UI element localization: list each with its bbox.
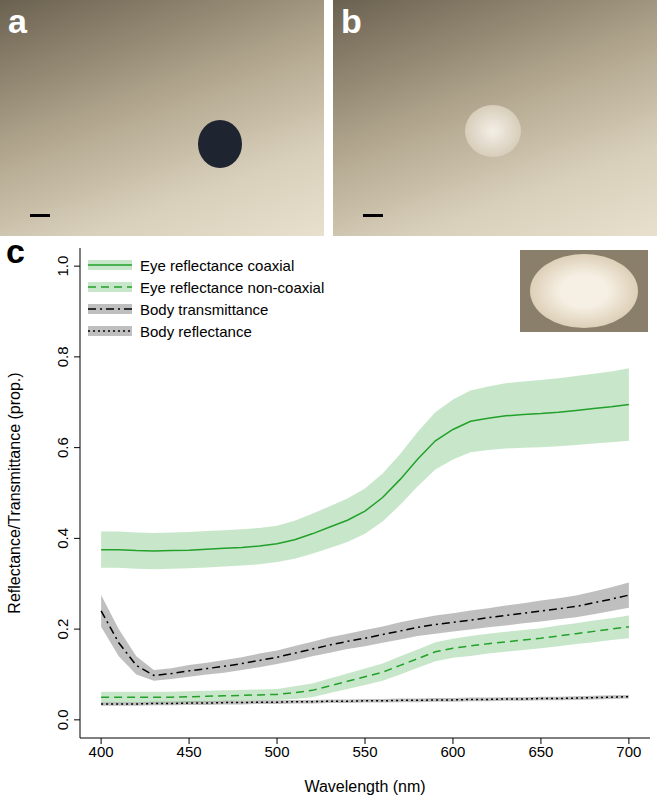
html-text:b: b [341, 2, 362, 40]
html-text:Eye reflectance coaxial: Eye reflectance coaxial [140, 256, 295, 274]
svg-text:0.6: 0.6 [54, 437, 71, 458]
svg-text:0.2: 0.2 [54, 619, 71, 640]
svg-text:400: 400 [89, 743, 114, 760]
svg-text:550: 550 [352, 743, 377, 760]
svg-text:0.0: 0.0 [54, 709, 71, 730]
html-text:c: c [6, 232, 25, 270]
svg-text:600: 600 [440, 743, 465, 760]
html-text:a: a [8, 2, 27, 40]
svg-text:Wavelength (nm): Wavelength (nm) [304, 778, 425, 795]
svg-text:500: 500 [265, 743, 290, 760]
svg-text:Reflectance/Transmittance (pro: Reflectance/Transmittance (prop.) [6, 372, 23, 613]
svg-text:650: 650 [528, 743, 553, 760]
svg-text:0.4: 0.4 [54, 528, 71, 549]
html-text:Body transmittance: Body transmittance [140, 300, 269, 318]
html-text:Body reflectance: Body reflectance [140, 322, 252, 340]
svg-text:0.8: 0.8 [54, 346, 71, 367]
svg-text:1.0: 1.0 [54, 256, 71, 277]
html-text:Eye reflectance non-coaxial: Eye reflectance non-coaxial [140, 278, 325, 296]
svg-text:700: 700 [616, 743, 641, 760]
svg-text:450: 450 [177, 743, 202, 760]
